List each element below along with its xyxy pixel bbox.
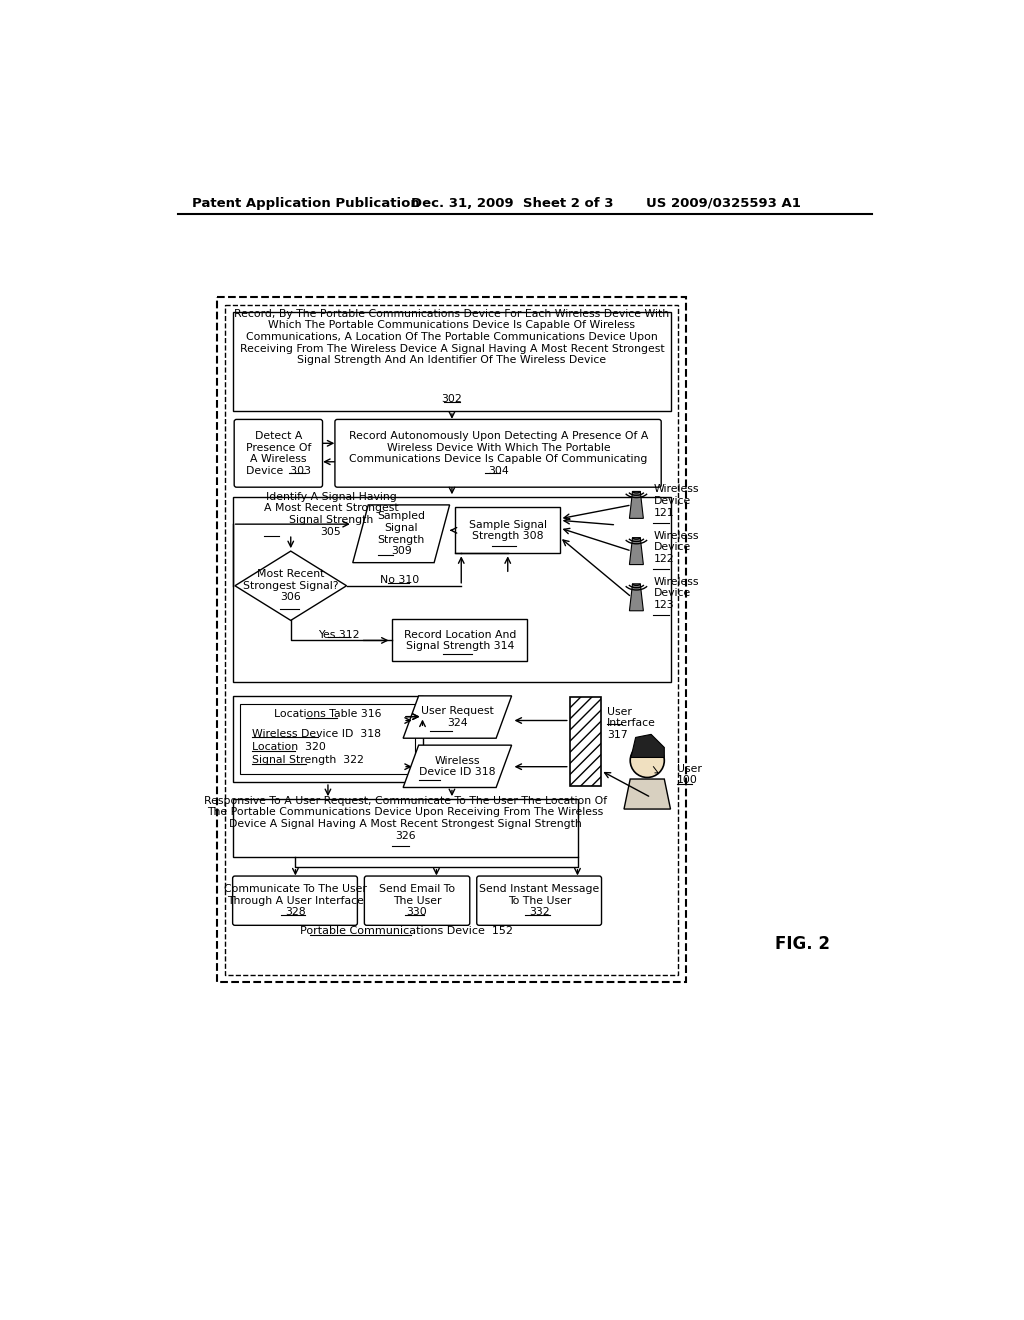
Text: Responsive To A User Request, Communicate To The User The Location Of
The Portab: Responsive To A User Request, Communicat… bbox=[204, 796, 607, 841]
Text: Identify A Signal Having
A Most Recent Strongest
Signal Strength
305: Identify A Signal Having A Most Recent S… bbox=[263, 492, 398, 536]
Polygon shape bbox=[234, 552, 346, 620]
Bar bbox=[232, 498, 671, 682]
Text: Send Instant Message
To The User
332: Send Instant Message To The User 332 bbox=[479, 884, 600, 917]
Text: Record Autonomously Upon Detecting A Presence Of A
Wireless Device With Which Th: Record Autonomously Upon Detecting A Pre… bbox=[349, 430, 648, 475]
FancyBboxPatch shape bbox=[234, 420, 323, 487]
Text: 302: 302 bbox=[441, 393, 462, 404]
Polygon shape bbox=[630, 491, 643, 519]
Text: Locations Table 316: Locations Table 316 bbox=[274, 709, 382, 719]
Text: Communicate To The User
Through A User Interface
328: Communicate To The User Through A User I… bbox=[224, 884, 367, 917]
Text: User
Interface
317: User Interface 317 bbox=[607, 706, 655, 739]
Text: Wireless Device ID  318: Wireless Device ID 318 bbox=[252, 729, 381, 739]
Text: Wireless
Device
121: Wireless Device 121 bbox=[653, 484, 699, 517]
Bar bbox=[225, 305, 678, 974]
Text: Record Location And
Signal Strength 314: Record Location And Signal Strength 314 bbox=[403, 630, 516, 651]
FancyBboxPatch shape bbox=[335, 420, 662, 487]
Text: Portable Communications Device  152: Portable Communications Device 152 bbox=[300, 925, 513, 936]
Circle shape bbox=[630, 743, 665, 777]
Bar bbox=[241, 704, 415, 775]
Text: Wireless
Device
122: Wireless Device 122 bbox=[653, 531, 699, 564]
Polygon shape bbox=[403, 744, 512, 788]
Text: Sampled
Signal
Strength
309: Sampled Signal Strength 309 bbox=[377, 511, 425, 556]
FancyBboxPatch shape bbox=[365, 876, 470, 925]
Polygon shape bbox=[624, 779, 671, 809]
Text: Most Recent
Strongest Signal?
306: Most Recent Strongest Signal? 306 bbox=[243, 569, 339, 602]
Polygon shape bbox=[631, 734, 665, 758]
Text: Record, By The Portable Communications Device For Each Wireless Device With
Whic: Record, By The Portable Communications D… bbox=[234, 309, 670, 366]
Text: Detect A
Presence Of
A Wireless
Device  303: Detect A Presence Of A Wireless Device 3… bbox=[246, 430, 311, 475]
Text: US 2009/0325593 A1: US 2009/0325593 A1 bbox=[646, 197, 801, 210]
Polygon shape bbox=[630, 537, 643, 565]
Text: Wireless
Device
123: Wireless Device 123 bbox=[653, 577, 699, 610]
Text: Yes 312: Yes 312 bbox=[318, 630, 359, 640]
Bar bbox=[217, 297, 686, 982]
FancyBboxPatch shape bbox=[477, 876, 601, 925]
Text: Send Email To
The User
330: Send Email To The User 330 bbox=[379, 884, 455, 917]
Bar bbox=[455, 507, 560, 553]
Polygon shape bbox=[403, 696, 512, 738]
Bar bbox=[232, 313, 671, 411]
Bar bbox=[391, 619, 527, 661]
Text: User Request
324: User Request 324 bbox=[421, 706, 494, 727]
Text: Location  320: Location 320 bbox=[252, 742, 326, 752]
Text: User
100: User 100 bbox=[677, 763, 701, 785]
Text: FIG. 2: FIG. 2 bbox=[775, 935, 829, 953]
Text: Patent Application Publication: Patent Application Publication bbox=[191, 197, 419, 210]
Text: Sample Signal
Strength 308: Sample Signal Strength 308 bbox=[469, 520, 547, 541]
Text: Dec. 31, 2009  Sheet 2 of 3: Dec. 31, 2009 Sheet 2 of 3 bbox=[411, 197, 613, 210]
Polygon shape bbox=[630, 583, 643, 611]
Polygon shape bbox=[352, 506, 450, 562]
FancyBboxPatch shape bbox=[232, 876, 357, 925]
Bar bbox=[232, 696, 423, 781]
Text: Signal Strength  322: Signal Strength 322 bbox=[252, 755, 364, 764]
Bar bbox=[232, 799, 578, 857]
Bar bbox=[569, 697, 601, 785]
Text: No 310: No 310 bbox=[380, 576, 419, 585]
Text: Wireless
Device ID 318: Wireless Device ID 318 bbox=[419, 755, 496, 777]
